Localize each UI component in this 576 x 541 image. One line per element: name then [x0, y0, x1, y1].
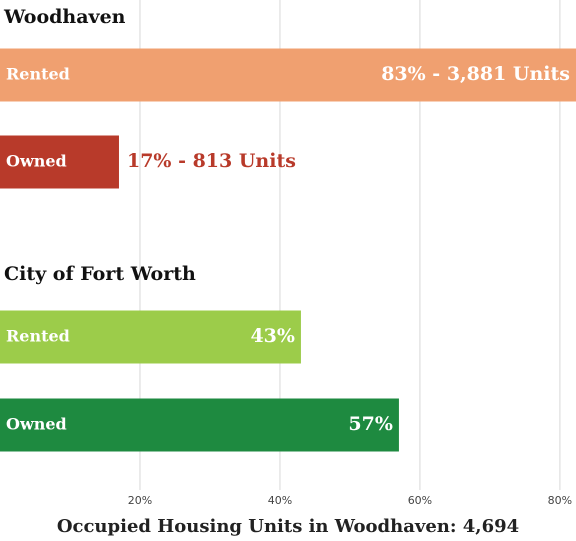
value-label: 57% [348, 413, 393, 435]
x-tick-label: 40% [268, 494, 292, 507]
value-label: 83% - 3,881 Units [381, 63, 570, 85]
x-tick-label: 20% [128, 494, 152, 507]
category-label: Owned [6, 152, 67, 171]
x-axis-label: Occupied Housing Units in Woodhaven: 4,6… [57, 516, 519, 537]
bar [0, 48, 576, 102]
value-label: 17% - 813 Units [127, 150, 296, 172]
category-label: Rented [6, 327, 70, 346]
bar [0, 310, 301, 364]
group-title: Woodhaven [3, 6, 126, 28]
value-label: 43% [250, 325, 295, 347]
bar [0, 135, 119, 189]
group-title: City of Fort Worth [4, 263, 196, 285]
category-label: Rented [6, 65, 70, 84]
x-tick-label: 80% [548, 494, 572, 507]
bar [0, 398, 399, 452]
x-tick-label: 60% [408, 494, 432, 507]
category-label: Owned [6, 415, 67, 434]
